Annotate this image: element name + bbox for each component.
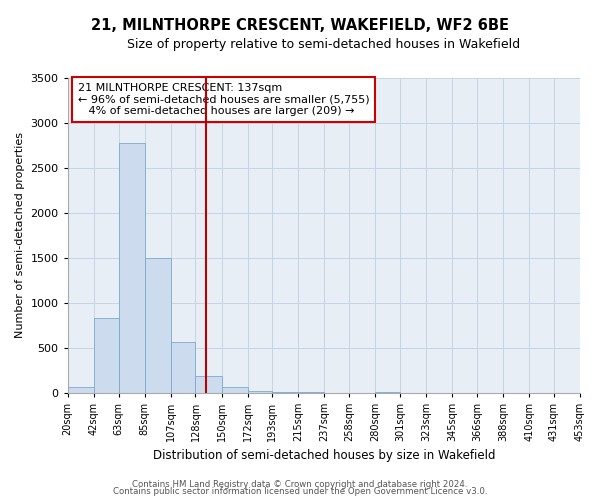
Bar	[221, 388, 248, 393]
X-axis label: Distribution of semi-detached houses by size in Wakefield: Distribution of semi-detached houses by …	[152, 450, 495, 462]
Bar	[170, 342, 196, 393]
Y-axis label: Number of semi-detached properties: Number of semi-detached properties	[15, 132, 25, 338]
Text: 21 MILNTHORPE CRESCENT: 137sqm
← 96% of semi-detached houses are smaller (5,755): 21 MILNTHORPE CRESCENT: 137sqm ← 96% of …	[78, 83, 370, 116]
Text: Contains HM Land Registry data © Crown copyright and database right 2024.: Contains HM Land Registry data © Crown c…	[132, 480, 468, 489]
Title: Size of property relative to semi-detached houses in Wakefield: Size of property relative to semi-detach…	[127, 38, 520, 51]
Bar	[145, 258, 170, 393]
Bar	[68, 387, 94, 393]
Bar	[248, 390, 272, 393]
Bar	[94, 318, 119, 393]
Bar	[119, 143, 145, 393]
Bar	[196, 376, 221, 393]
Text: Contains public sector information licensed under the Open Government Licence v3: Contains public sector information licen…	[113, 488, 487, 496]
Text: 21, MILNTHORPE CRESCENT, WAKEFIELD, WF2 6BE: 21, MILNTHORPE CRESCENT, WAKEFIELD, WF2 …	[91, 18, 509, 32]
